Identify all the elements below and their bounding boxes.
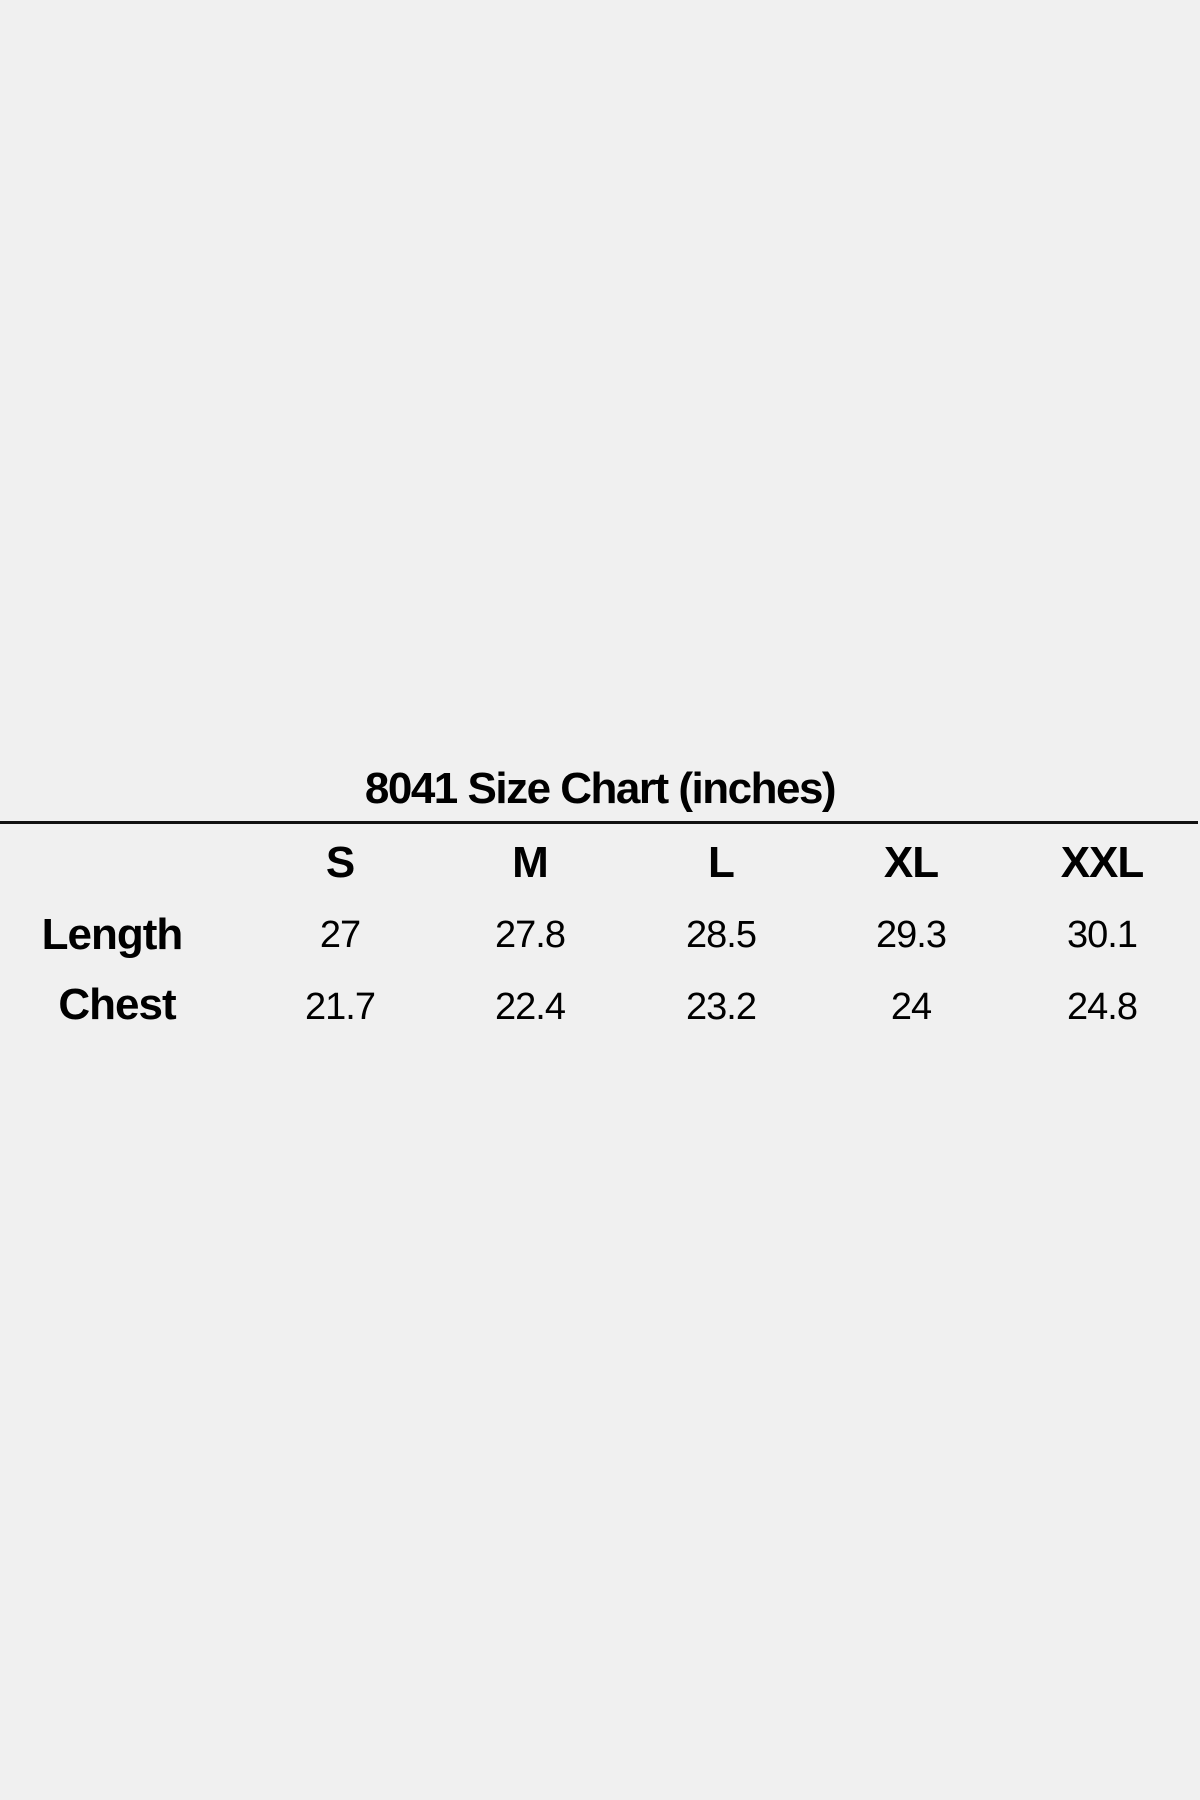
header-divider: [0, 821, 1198, 824]
table-cell: 29.3: [876, 914, 947, 956]
column-header-xxl: XXL: [1060, 838, 1145, 887]
table-cell: 22.4: [495, 986, 566, 1028]
table-cell: 27.8: [495, 914, 566, 956]
table-cell: 23.2: [686, 986, 757, 1028]
column-header-l: L: [708, 838, 735, 887]
row-label-length: Length: [41, 910, 184, 959]
table-cell: 21.7: [305, 986, 376, 1028]
table-cell: 28.5: [686, 914, 757, 956]
row-label-chest: Chest: [58, 980, 176, 1029]
table-cell: 24: [890, 986, 932, 1028]
table-cell: 24.8: [1067, 986, 1138, 1028]
column-header-s: S: [325, 838, 355, 887]
column-header-m: M: [512, 838, 549, 887]
column-header-xl: XL: [883, 838, 939, 887]
table-cell: 30.1: [1067, 914, 1138, 956]
table-cell: 27: [319, 914, 361, 956]
size-chart-title: 8041 Size Chart (inches): [364, 764, 837, 813]
